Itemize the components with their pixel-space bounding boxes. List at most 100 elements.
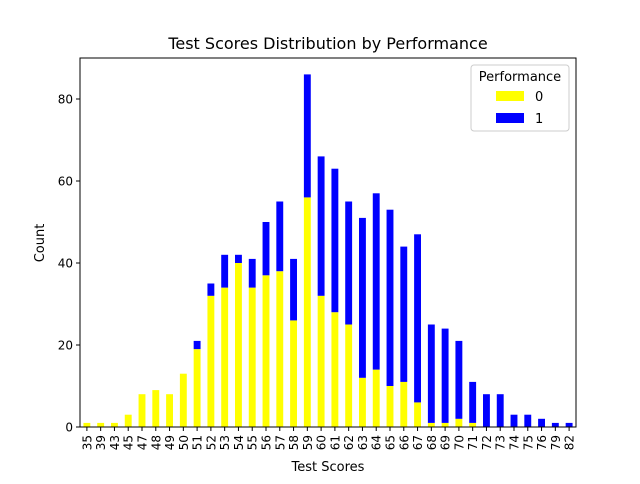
x-tick-label-65: 65 [384,435,398,450]
bar-68-series-1 [427,324,435,423]
x-tick-label-67: 67 [411,435,425,450]
bar-35-series-0 [83,422,91,427]
bar-52-series-1 [207,283,215,296]
bar-57-series-0 [276,271,284,427]
bar-59-series-1 [303,74,311,198]
bar-57-series-1 [276,201,284,272]
x-tick-label-70: 70 [452,435,466,450]
legend-label-1: 1 [535,112,543,127]
bar-68-series-0 [427,422,435,427]
x-tick-label-57: 57 [273,435,287,450]
x-tick-label-49: 49 [163,435,177,450]
bar-66-series-0 [400,381,408,427]
x-axis-label: Test Scores [291,460,365,475]
bar-58-series-0 [290,320,297,427]
bar-55-series-1 [248,258,256,288]
bar-70-series-1 [455,340,463,419]
bar-61-series-1 [331,168,339,313]
y-ticks-layer: 0 20 40 60 80 [58,93,80,435]
bar-43-series-0 [111,422,118,427]
bar-82-series-1 [565,422,573,427]
bar-69-series-1 [441,328,449,423]
x-tick-label-64: 64 [370,435,384,450]
legend-swatch-0 [496,91,524,101]
bar-74-series-1 [510,414,518,427]
y-tick-label-80: 80 [58,93,73,107]
y-tick-label-60: 60 [58,175,73,189]
bar-62-series-0 [345,324,353,427]
x-tick-label-68: 68 [425,435,439,450]
x-tick-label-47: 47 [136,435,150,450]
bar-70-series-0 [455,418,463,427]
x-tick-label-71: 71 [466,435,480,450]
bar-64-series-0 [372,369,380,427]
chart-title: Test Scores Distribution by Performance [167,34,487,53]
bar-72-series-1 [483,394,490,427]
bar-53-series-0 [221,287,229,427]
bar-63-series-0 [359,377,366,427]
x-tick-label-74: 74 [508,435,522,450]
bar-47-series-0 [138,394,146,427]
bar-52-series-0 [207,295,215,427]
plot-frame [79,57,577,428]
x-tick-label-54: 54 [232,435,246,450]
legend-title: Performance [479,70,561,85]
x-tick-label-53: 53 [218,435,232,450]
bar-65-series-1 [386,209,394,386]
bar-51-series-1 [193,340,201,350]
x-tick-label-62: 62 [342,435,356,450]
x-tick-label-79: 79 [549,435,563,450]
x-tick-label-66: 66 [397,435,411,450]
x-tick-label-76: 76 [535,435,549,450]
legend: Performance 0 1 [470,64,570,132]
x-tick-label-56: 56 [260,435,274,450]
legend-swatch-1 [496,113,524,123]
bar-67-series-1 [414,234,421,403]
x-tick-label-75: 75 [521,435,535,450]
bar-54-series-0 [235,263,242,427]
x-tick-label-69: 69 [439,435,453,450]
bar-71-series-0 [469,422,477,427]
x-tick-label-73: 73 [494,435,508,450]
x-tick-label-82: 82 [563,435,577,450]
bar-60-series-1 [317,156,325,296]
bar-79-series-1 [551,422,559,427]
bar-65-series-0 [386,386,394,427]
bar-56-series-0 [262,275,270,427]
bar-58-series-1 [290,258,297,321]
x-tick-label-43: 43 [108,435,122,450]
bar-45-series-0 [124,414,132,427]
bar-62-series-1 [345,201,353,325]
x-ticks-layer: 35 39 43 45 47 48 49 50 51 52 53 54 55 56 57 58 59 60 61 62… [80,427,577,450]
bar-60-series-0 [317,295,325,427]
x-tick-label-63: 63 [356,435,370,450]
y-tick-label-40: 40 [58,257,73,271]
x-tick-label-52: 52 [204,435,218,450]
y-axis-label: Count [33,224,48,263]
bars-layer [83,74,573,427]
x-tick-label-51: 51 [191,435,205,450]
x-tick-label-50: 50 [177,435,191,450]
y-tick-label-0: 0 [65,421,73,435]
bar-64-series-1 [372,193,380,370]
bar-53-series-1 [221,254,229,288]
x-tick-label-48: 48 [149,435,163,450]
bar-76-series-1 [538,418,545,427]
bar-49-series-0 [166,394,173,427]
x-tick-label-39: 39 [94,435,108,450]
bar-63-series-1 [359,217,366,378]
x-tick-label-55: 55 [246,435,260,450]
bar-59-series-0 [303,197,311,427]
bar-73-series-1 [496,394,504,427]
bar-55-series-0 [248,287,256,427]
bar-75-series-1 [524,414,532,427]
x-tick-label-35: 35 [80,435,94,450]
bar-66-series-1 [400,246,408,382]
bar-61-series-0 [331,312,339,427]
x-tick-label-58: 58 [287,435,301,450]
legend-label-0: 0 [535,90,543,105]
bar-56-series-1 [262,222,270,276]
y-tick-label-20: 20 [58,339,73,353]
